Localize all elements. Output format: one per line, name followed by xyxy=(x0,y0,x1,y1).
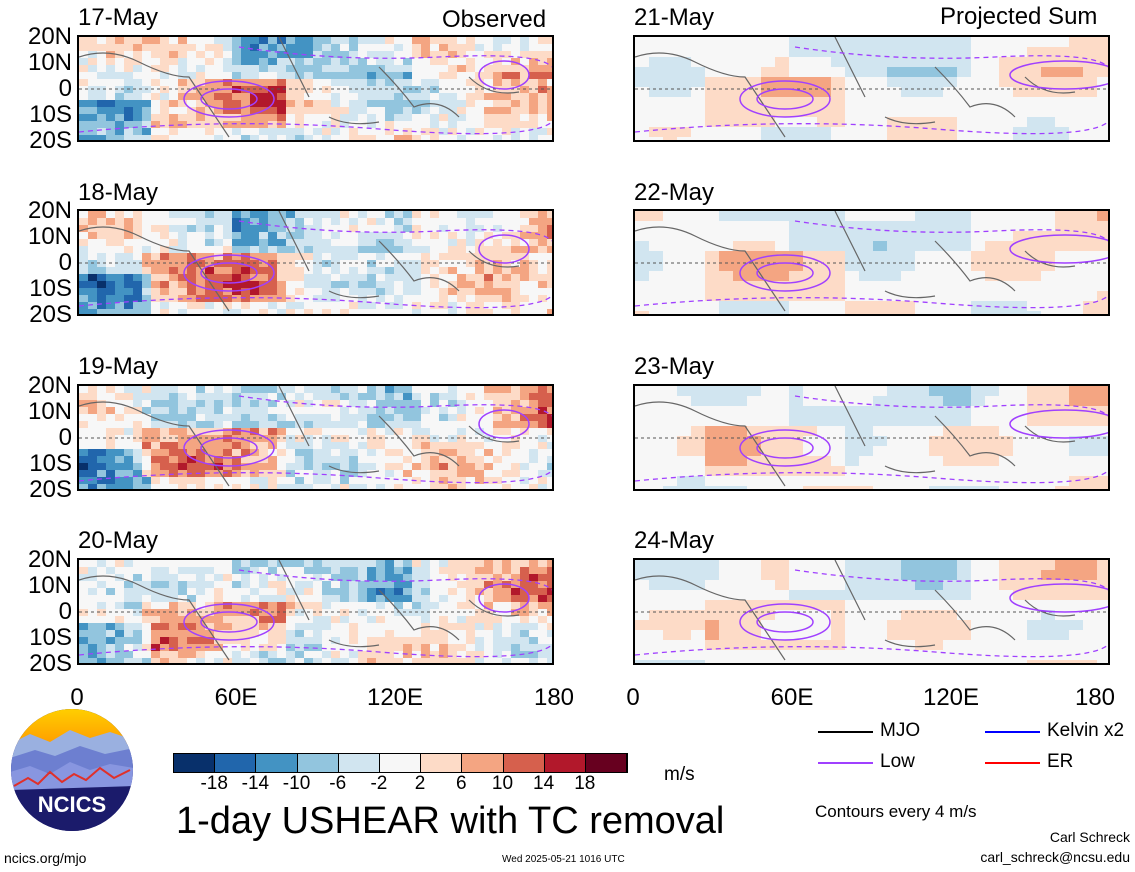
y-tick-label: 20S xyxy=(29,476,72,503)
projected-sum-title: Projected Sum xyxy=(940,3,1098,30)
y-tick-label: 0 xyxy=(58,424,72,451)
mjo-legend-label: MJO xyxy=(880,720,921,741)
y-tick-label: 10S xyxy=(29,624,72,651)
footer-email: carl_schreck@ncsu.edu xyxy=(980,849,1130,865)
colorbar-tick: 6 xyxy=(455,773,467,794)
colorbar-swatch xyxy=(503,754,545,772)
colorbar-tick: -2 xyxy=(370,773,388,794)
colorbar xyxy=(173,753,628,773)
colorbar-tick: -10 xyxy=(282,773,311,794)
y-tick-label: 10N xyxy=(27,223,72,250)
date-label: 21-May xyxy=(634,4,715,31)
observed-title: Observed xyxy=(442,6,547,33)
map-panel-observed-4 xyxy=(77,558,554,665)
colorbar-tick: -6 xyxy=(329,773,347,794)
y-tick-label: 0 xyxy=(58,249,72,276)
x-tick-label: 0 xyxy=(70,684,84,711)
date-label: 24-May xyxy=(634,527,715,554)
y-tick-label: 20N xyxy=(27,23,72,50)
colorbar-swatch xyxy=(544,754,586,772)
x-tick-label: 180 xyxy=(533,684,575,711)
colorbar-swatch xyxy=(462,754,504,772)
colorbar-swatch xyxy=(585,754,628,772)
logo-text: NCICS xyxy=(38,792,106,817)
colorbar-tick: 10 xyxy=(491,773,514,794)
date-label: 19-May xyxy=(78,353,159,380)
map-panel-projected-2 xyxy=(633,209,1110,316)
colorbar-unit: m/s xyxy=(664,764,695,785)
y-tick-label: 0 xyxy=(58,598,72,625)
colorbar-swatch xyxy=(256,754,298,772)
ncics-logo: NCICS xyxy=(10,708,134,832)
colorbar-swatch xyxy=(338,754,380,772)
map-panel-observed-1 xyxy=(77,35,554,142)
colorbar-swatch xyxy=(215,754,257,772)
colorbar-swatch xyxy=(174,754,216,772)
x-tick-label: 180 xyxy=(1074,684,1116,711)
mjo-legend-line xyxy=(818,731,873,733)
y-tick-label: 10S xyxy=(29,101,72,128)
colorbar-tick: -14 xyxy=(241,773,270,794)
kelvin-legend-line xyxy=(985,731,1040,733)
er-legend-line xyxy=(985,762,1040,764)
date-label: 22-May xyxy=(634,179,715,206)
footer-timestamp: Wed 2025-05-21 1016 UTC xyxy=(502,854,625,865)
colorbar-tick: -18 xyxy=(200,773,228,794)
y-tick-label: 20N xyxy=(27,372,72,399)
footer-author: Carl Schreck xyxy=(1049,829,1130,845)
map-panel-observed-3 xyxy=(77,384,554,491)
y-tick-label: 20S xyxy=(29,127,72,154)
colorbar-swatch xyxy=(379,754,422,772)
colorbar-tick: 2 xyxy=(414,773,426,794)
y-tick-label: 20N xyxy=(27,197,72,224)
date-label: 18-May xyxy=(78,179,159,206)
y-tick-label: 10S xyxy=(29,450,72,477)
x-tick-label: 60E xyxy=(214,684,258,711)
y-tick-label: 10N xyxy=(27,398,72,425)
date-label: 23-May xyxy=(634,353,715,380)
y-tick-label: 0 xyxy=(58,75,72,102)
kelvin-legend-label: Kelvin x2 xyxy=(1047,720,1125,741)
low-legend-line xyxy=(818,762,873,764)
y-tick-label: 10S xyxy=(29,275,72,302)
y-tick-label: 10N xyxy=(27,572,72,599)
date-label: 20-May xyxy=(78,527,159,554)
map-panel-projected-4 xyxy=(633,558,1110,665)
x-tick-label: 120E xyxy=(366,684,424,711)
y-tick-label: 10N xyxy=(27,49,72,76)
x-tick-label: 120E xyxy=(922,684,980,711)
colorbar-tick: 18 xyxy=(574,773,596,794)
x-tick-label: 0 xyxy=(626,684,640,711)
low-legend-label: Low xyxy=(880,751,915,772)
map-panel-observed-2 xyxy=(77,209,554,316)
footer-url: ncics.org/mjo xyxy=(4,850,87,866)
y-tick-label: 20S xyxy=(29,301,72,328)
y-tick-label: 20N xyxy=(27,546,72,573)
x-tick-label: 60E xyxy=(770,684,814,711)
colorbar-swatch xyxy=(297,754,339,772)
plot-title: 1-day USHEAR with TC removal xyxy=(176,800,725,842)
colorbar-tick: 14 xyxy=(533,773,555,794)
y-tick-label: 20S xyxy=(29,650,72,677)
colorbar-swatch xyxy=(421,754,463,772)
contours-note: Contours every 4 m/s xyxy=(815,802,977,821)
map-panel-projected-3 xyxy=(633,384,1110,491)
er-legend-label: ER xyxy=(1047,751,1074,772)
map-panel-projected-1 xyxy=(633,35,1110,142)
date-label: 17-May xyxy=(78,4,159,31)
